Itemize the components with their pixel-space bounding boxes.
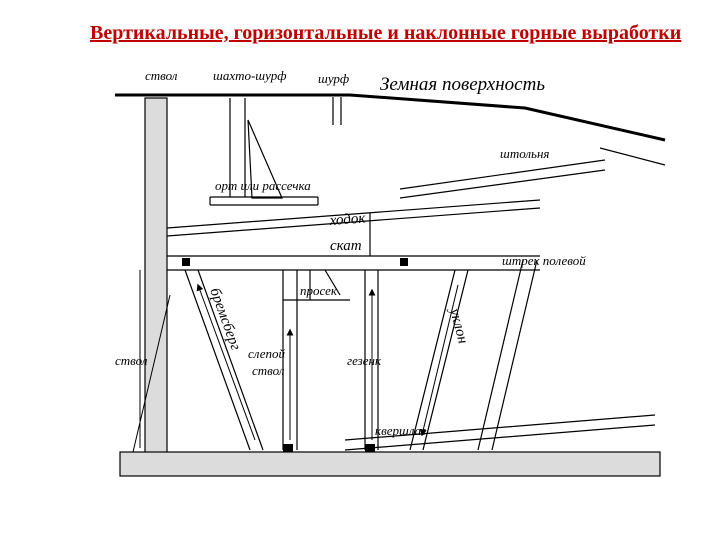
label-shtolnya: штольня <box>500 146 549 161</box>
surface-line <box>115 95 665 140</box>
label-skat: скат <box>330 238 362 254</box>
bottom-gallery <box>120 452 660 476</box>
label-shahto-shurf: шахто-шурф <box>213 68 286 83</box>
diagram-canvas: ствол шахто-шурф шурф Земная поверхность… <box>0 0 720 540</box>
label-hodok: ходок <box>328 210 367 229</box>
label-surface: Земная поверхность <box>380 74 545 95</box>
label-gezenk: гезенк <box>347 353 382 368</box>
label-uklon: уклон <box>446 305 471 345</box>
label-prosek: просек <box>300 283 338 298</box>
main-shaft <box>145 98 167 460</box>
label-ort: орт или рассечка <box>215 178 311 193</box>
label-slepoi: слепой <box>248 346 286 361</box>
label-stvol2: ствол <box>252 363 285 378</box>
label-kvershlag: квершлаг <box>375 423 426 438</box>
label-shtrek: штрек полевой <box>502 253 586 268</box>
label-shurf: шурф <box>318 71 349 86</box>
label-stvol-top: ствол <box>145 68 178 83</box>
label-bremsberg: бремсберг <box>206 286 243 353</box>
label-stvol-left: ствол <box>115 353 148 368</box>
